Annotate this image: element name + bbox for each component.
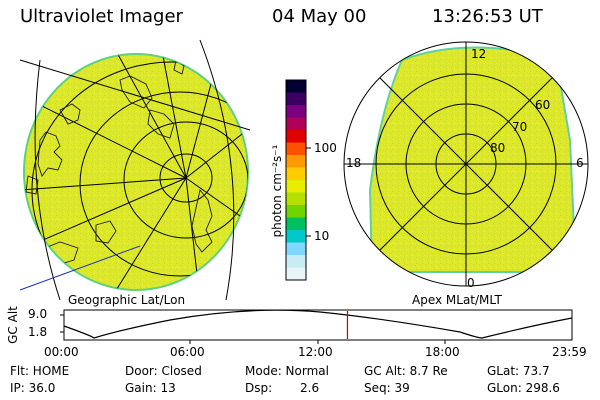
alt-xtick-label-00: 00:00 xyxy=(44,345,79,359)
mlt-label-18: 18 xyxy=(346,156,362,170)
info-dsp-value: 2.6 xyxy=(300,381,320,395)
colorbar-stripe xyxy=(286,80,306,93)
colorbar-gradient xyxy=(286,80,306,281)
geo-map-caption: Geographic Lat/Lon xyxy=(68,293,186,307)
date-label: 04 May 00 xyxy=(272,6,367,27)
polar-image-region xyxy=(368,46,576,273)
info-gain: Gain: 13 xyxy=(125,381,176,395)
mlt-label-12: 12 xyxy=(471,47,487,61)
polar-map xyxy=(343,41,589,287)
time-label: 13:26:53 UT xyxy=(432,6,543,27)
alt-xtick-label-18: 18:00 xyxy=(425,345,460,359)
info-glon: GLon: 298.6 xyxy=(487,381,560,395)
colorbar-stripe xyxy=(286,167,306,181)
colorbar-stripe xyxy=(286,117,306,131)
info-seq: Seq: 39 xyxy=(364,381,410,395)
info-ip: IP: 36.0 xyxy=(10,381,56,395)
alt-ylabel: GC Alt xyxy=(5,306,20,344)
colorbar-stripe xyxy=(286,255,306,268)
mlt-label-0: 0 xyxy=(467,276,475,290)
colorbar-stripe xyxy=(286,267,306,281)
lat-label-60: 60 xyxy=(535,98,551,112)
colorbar-stripe xyxy=(286,155,306,168)
alt-xtick-label-12: 12:00 xyxy=(298,345,333,359)
alt-xtick-label-2359: 23:59 xyxy=(552,345,587,359)
colorbar-stripe xyxy=(286,192,306,206)
mlt-line-diag-2 xyxy=(379,77,553,251)
alt-ytick-label-1.8: 1.8 xyxy=(28,325,48,339)
colorbar-frame xyxy=(285,79,307,281)
lat-label-70: 70 xyxy=(512,120,528,134)
altitude-plot-frame xyxy=(63,309,573,341)
colorbar-stripe xyxy=(286,205,306,218)
info-gc-alt: GC Alt: 8.7 Re xyxy=(364,364,448,378)
colorbar-stripe xyxy=(286,130,306,143)
info-door: Door: Closed xyxy=(125,364,202,378)
altitude-curve xyxy=(63,309,573,339)
colorbar xyxy=(285,79,311,281)
coastlines xyxy=(25,59,213,267)
instrument-title: Ultraviolet Imager xyxy=(20,6,183,27)
colorbar-stripe xyxy=(286,242,306,256)
alt-ytick-label-9: 9.0 xyxy=(28,307,48,321)
colorbar-stripe xyxy=(286,142,306,156)
info-dsp-label: Dsp: xyxy=(245,381,273,395)
terminator-line xyxy=(19,245,141,291)
info-glat: GLat: 73.7 xyxy=(487,364,550,378)
info-mode: Mode: Normal xyxy=(245,364,329,378)
geo-image-disk xyxy=(23,53,249,291)
info-flight: Flt: HOME xyxy=(10,364,70,378)
colorbar-stripe xyxy=(286,217,306,231)
alt-xtick-label-06: 06:00 xyxy=(170,345,205,359)
colorbar-stripe xyxy=(286,105,306,118)
colorbar-tick-label-100: 100 xyxy=(314,141,337,155)
lat-label-80: 80 xyxy=(490,141,506,155)
polar-map-caption: Apex MLat/MLT xyxy=(412,293,502,307)
mlt-label-6: 6 xyxy=(576,156,584,170)
colorbar-tick-label-10: 10 xyxy=(314,229,330,243)
colorbar-stripe xyxy=(286,230,306,243)
altitude-plot xyxy=(60,309,573,344)
colorbar-stripe xyxy=(286,92,306,106)
geographic-map xyxy=(19,39,251,301)
colorbar-unit-label: photon cm⁻²s⁻¹ xyxy=(270,144,284,238)
outer-meridians xyxy=(19,39,251,301)
colorbar-stripe xyxy=(286,180,306,193)
